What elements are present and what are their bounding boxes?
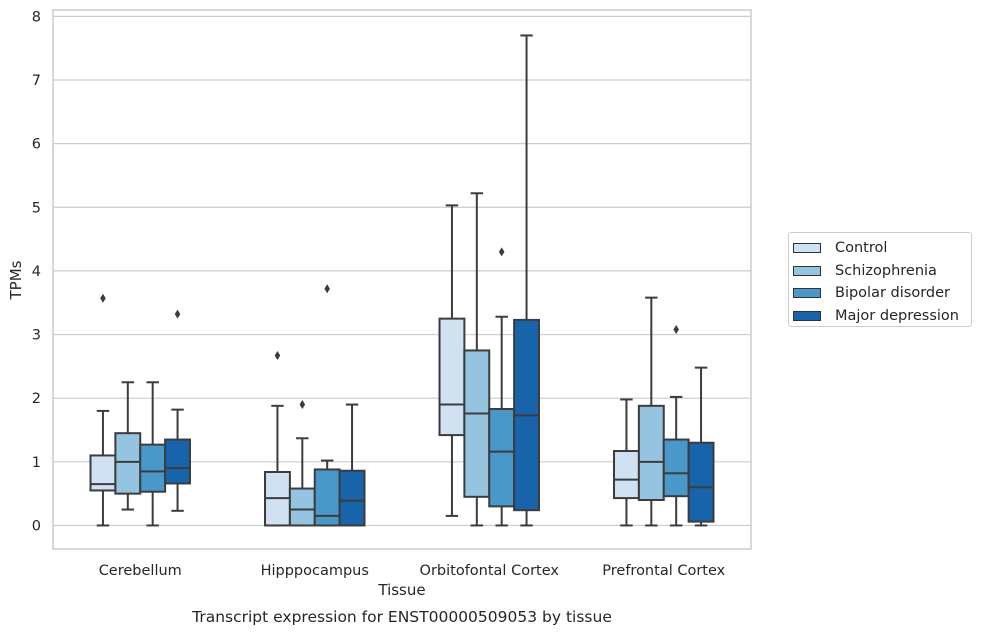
legend-item: Control [793,237,971,260]
box-body [288,487,316,527]
x-tick-label: Cerebellum [99,563,182,579]
y-tick-label: 7 [32,73,41,89]
box-body [164,438,191,485]
outlier-point [498,247,505,257]
box [637,296,665,527]
boxes [89,34,715,527]
legend-swatch [793,288,821,299]
box [264,351,291,527]
x-tick-label: Orbitofontal Cortex [420,563,560,579]
x-tick-labels: Cerebellum Hipppocampus Orbitofontal Corte… [99,563,726,579]
box [687,366,715,527]
outlier-point [174,309,181,319]
x-axis-label: Tissue [377,581,425,599]
box [488,247,516,527]
y-tick-label: 8 [32,9,41,25]
box [613,398,640,527]
legend: Control Schizophrenia Bipolar disorder Majo… [788,232,972,327]
box-body [488,408,516,508]
box-body [438,317,466,437]
legend-swatch [793,243,821,254]
y-tick-label: 3 [32,328,41,344]
box [338,403,366,527]
y-tick-label: 0 [32,518,41,534]
box [513,34,540,527]
box [313,284,341,527]
outlier-point [299,400,306,410]
box-body [637,404,665,501]
x-tick-label: Hipppocampus [261,563,369,579]
box-body [613,450,640,500]
box-body [338,469,366,527]
legend-label: Schizophrenia [835,262,937,279]
box-body [687,441,715,523]
box-body [114,432,142,495]
legend-item: Schizophrenia [793,260,971,283]
box-body [662,438,690,498]
box [139,381,167,527]
legend-item: Major depression [793,305,971,328]
y-tick-label: 6 [32,137,41,153]
legend-swatch [793,265,821,276]
outlier-point [274,351,281,361]
legend-item: Bipolar disorder [793,282,971,305]
box-body [463,349,491,498]
legend-label: Bipolar disorder [835,285,950,302]
legend-label: Control [835,240,888,257]
box-body [89,454,117,492]
y-tick-label: 1 [32,455,41,471]
x-tick-label: Prefrontal Cortex [602,563,725,579]
box [89,293,117,527]
legend-label: Major depression [835,307,959,324]
box [662,324,690,527]
outlier-point [673,324,679,334]
box [164,309,191,512]
box [288,400,316,527]
y-tick-label: 4 [32,264,41,280]
legend-swatch [793,310,821,321]
box-body [139,443,167,493]
y-tick-label: 5 [32,200,41,216]
box [438,204,466,517]
box-body [313,468,341,527]
chart-title: Transcript expression for ENST0000050905… [191,608,612,626]
y-tick-label: 2 [32,391,41,407]
y-tick-labels: 0 1 2 3 4 5 6 7 8 [32,9,41,534]
outlier-point [324,284,330,294]
outlier-point [100,293,106,303]
y-axis-label: TPMs [7,260,25,300]
